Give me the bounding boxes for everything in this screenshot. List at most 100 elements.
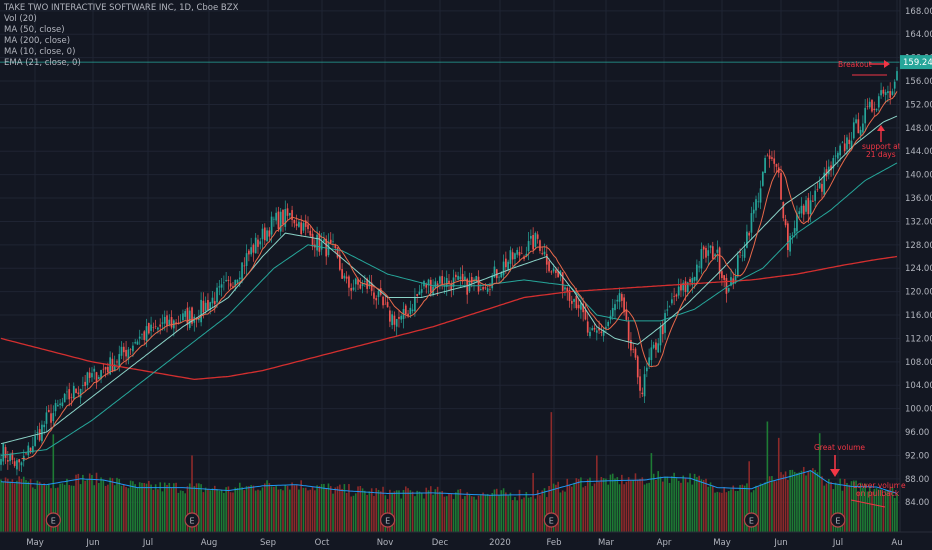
- volume-bar: [650, 453, 653, 532]
- candle-body: [568, 289, 571, 301]
- volume-bar: [873, 488, 876, 532]
- candle-body: [755, 199, 757, 211]
- time-axis[interactable]: May Jun Jul Aug Sep Oct Nov Dec 2020 Feb Mar Apr May…: [0, 531, 932, 548]
- volume-bar: [82, 474, 84, 532]
- volume-bar: [450, 493, 453, 532]
- indicator-ma50[interactable]: MA (50, close): [4, 25, 65, 35]
- volume-bar: [225, 487, 227, 532]
- indicator-ma10[interactable]: MA (10, close, 0): [4, 47, 76, 57]
- price-axis[interactable]: 84.00 88.00 92.00 96.00 100.00 104.00 108.00 11…: [899, 0, 932, 532]
- candle-body: [409, 307, 412, 315]
- volume-bar: [157, 489, 159, 532]
- earnings-marker[interactable]: [184, 512, 200, 528]
- volume-bar: [871, 491, 873, 532]
- candle-body: [852, 122, 855, 139]
- volume-bar: [809, 470, 812, 532]
- candle-body: [534, 232, 537, 247]
- earnings-marker[interactable]: [45, 512, 61, 528]
- support-arrow-head: [877, 125, 885, 131]
- volume-bar: [304, 487, 307, 532]
- volume-bar: [445, 496, 448, 532]
- volume-bar: [286, 486, 289, 532]
- candle-body: [45, 412, 48, 424]
- volume-bar: [173, 483, 175, 532]
- candle-body: [279, 211, 282, 232]
- indicator-volume[interactable]: Vol (20): [4, 14, 37, 24]
- annotation-support-line2: 21 days: [866, 150, 896, 159]
- candle-body: [170, 317, 173, 328]
- candle-body: [764, 157, 766, 174]
- candle-body: [311, 233, 314, 247]
- volume-bar: [279, 489, 282, 532]
- volume-bar: [571, 486, 573, 532]
- volume-bar: [382, 486, 384, 532]
- price-tick-label: 124.00: [905, 264, 932, 274]
- candle-body: [298, 221, 300, 227]
- candle-body: [736, 255, 739, 277]
- candle-body: [800, 205, 803, 214]
- candle-body: [288, 212, 291, 216]
- time-tick-label: May: [26, 538, 44, 548]
- candle-body: [234, 279, 237, 287]
- volume-bar: [818, 433, 821, 532]
- candle-body: [195, 319, 198, 320]
- candle-body: [200, 299, 202, 323]
- volume-bar: [848, 484, 851, 532]
- earnings-marker[interactable]: [543, 512, 559, 528]
- volume-bar: [448, 493, 450, 532]
- ma200-line: [0, 255, 898, 381]
- volume-bar: [862, 487, 864, 532]
- earnings-marker[interactable]: [830, 512, 846, 528]
- volume-bar: [552, 483, 555, 532]
- volume-bar: [359, 485, 362, 532]
- volume-bar: [796, 472, 798, 532]
- indicator-ema21[interactable]: EMA (21, close, 0): [4, 58, 81, 68]
- candle-body: [95, 372, 98, 383]
- volume-bar: [129, 480, 132, 532]
- volume-bar: [332, 493, 334, 532]
- volume-bar: [614, 478, 616, 532]
- volume-bar: [509, 492, 512, 532]
- volume-bar: [536, 490, 539, 532]
- earnings-marker[interactable]: [379, 512, 396, 528]
- price-tick-label: 88.00: [905, 475, 929, 485]
- volume-bar: [432, 494, 434, 532]
- candle-body: [375, 298, 378, 301]
- moving-average-lines: [0, 61, 900, 496]
- volume-bar: [361, 488, 364, 532]
- candle-body: [530, 235, 532, 239]
- lower-volume-line: [850, 499, 886, 508]
- time-tick-label: Dec: [432, 538, 449, 548]
- price-tick-label: 116.00: [905, 311, 932, 321]
- indicator-ma200[interactable]: MA (200, close): [4, 36, 71, 46]
- volume-bar: [284, 484, 287, 532]
- volume-bar: [243, 490, 246, 532]
- candle-body: [711, 246, 714, 259]
- candle-body: [18, 459, 21, 463]
- candle-body: [577, 304, 580, 309]
- volume-bar: [113, 485, 116, 532]
- candle-body: [223, 282, 225, 284]
- volume-bar: [20, 478, 23, 532]
- candle-body: [350, 288, 353, 291]
- earnings-marker[interactable]: [743, 512, 760, 528]
- volume-bar: [677, 480, 680, 532]
- annotation-breakout: Breakout: [838, 60, 872, 69]
- candle-body: [248, 250, 250, 255]
- candle-body: [373, 292, 375, 299]
- volume-bar: [195, 483, 198, 532]
- candle-body: [66, 391, 68, 393]
- volume-bar: [293, 485, 296, 532]
- candle-body: [284, 209, 287, 227]
- volume-bar: [318, 486, 321, 532]
- candle-body: [309, 230, 312, 236]
- volume-bar: [227, 486, 230, 532]
- candle-body: [366, 278, 368, 289]
- symbol-title[interactable]: TAKE TWO INTERACTIVE SOFTWARE INC, 1D, C…: [4, 3, 239, 13]
- candlesticks: [0, 66, 898, 476]
- candle-body: [477, 276, 480, 292]
- volume-bar: [530, 497, 532, 532]
